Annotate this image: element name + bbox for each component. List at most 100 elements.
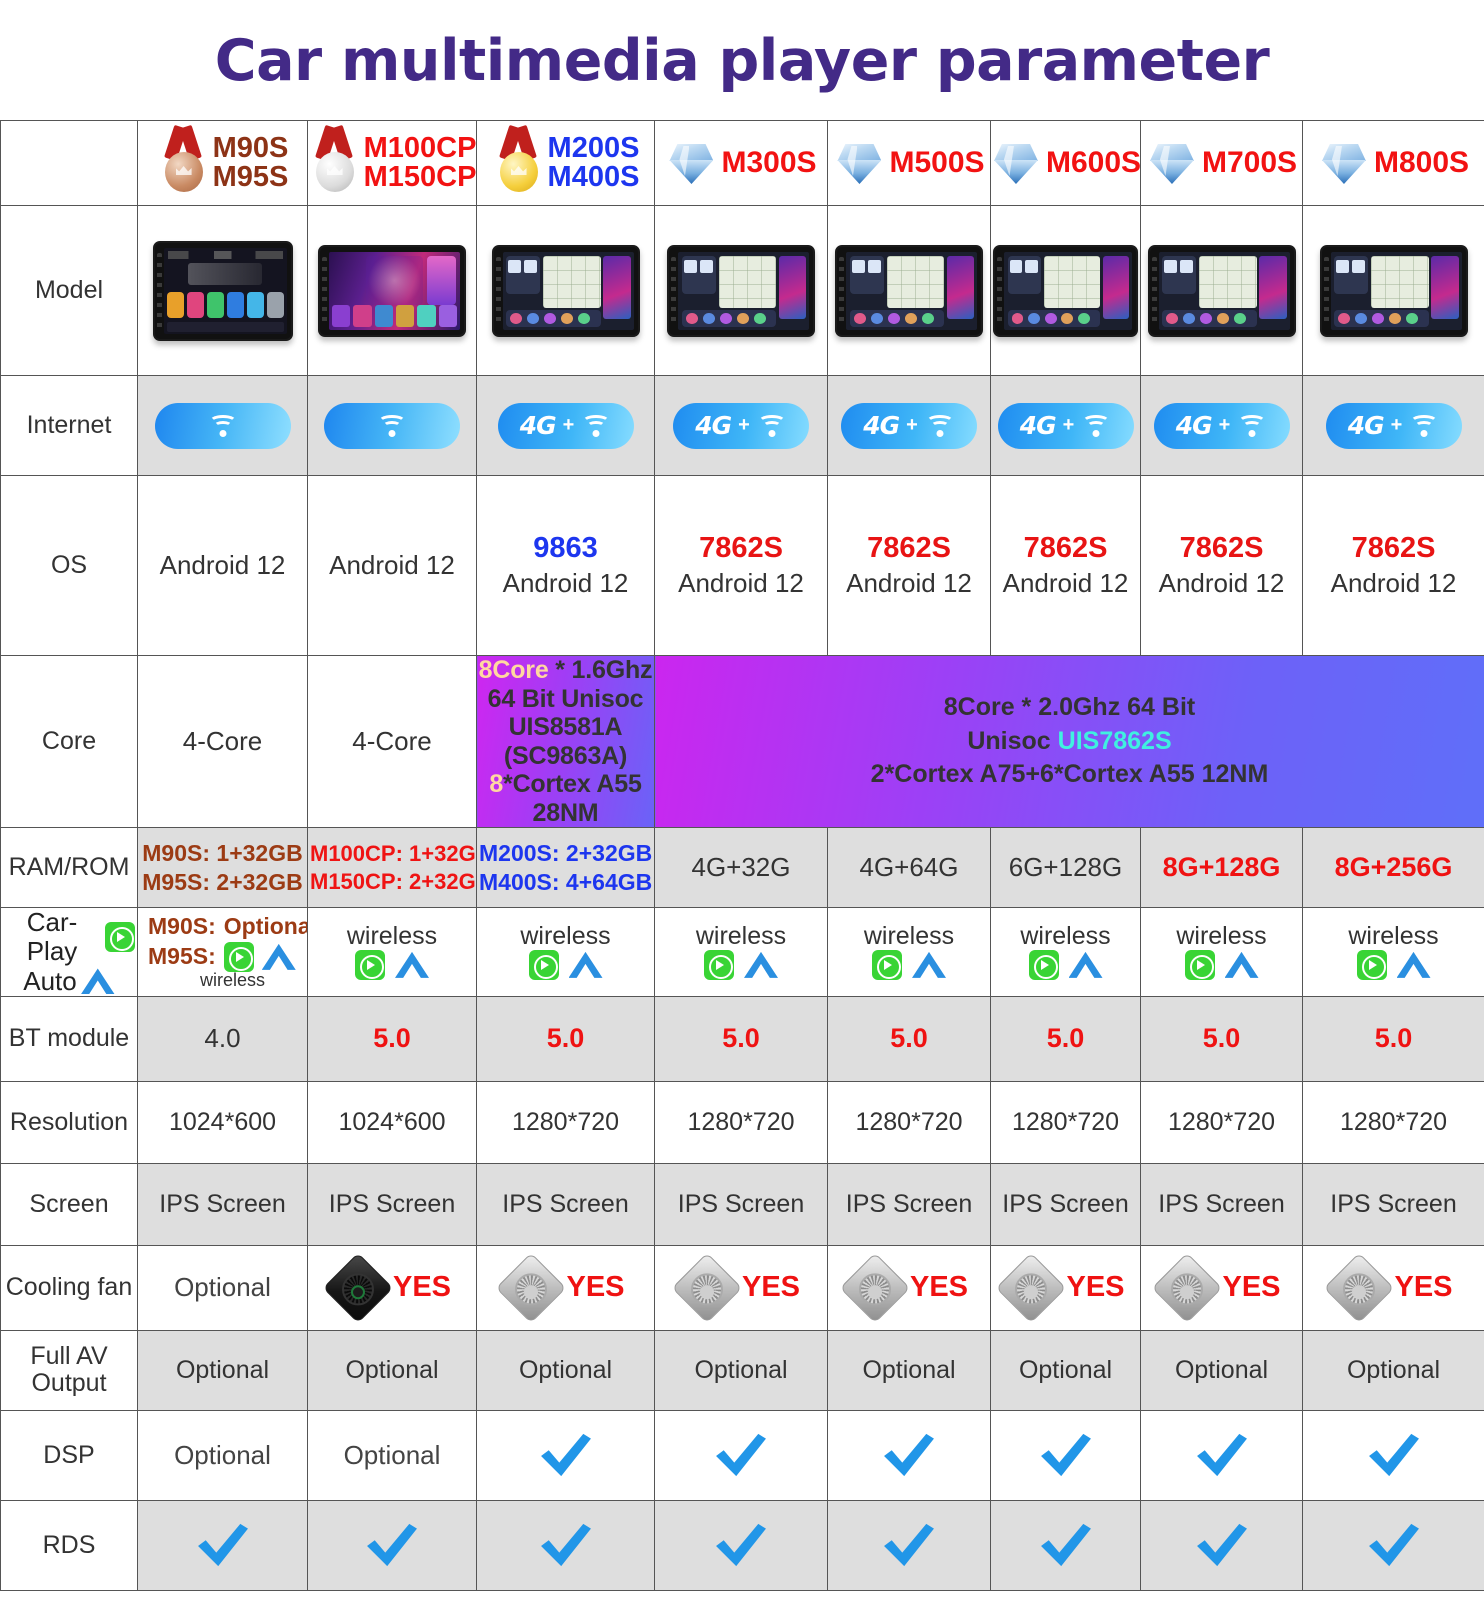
check-icon [716,1524,766,1567]
column-header-label: M800S [1373,146,1470,179]
bt-cell-m200s: 5.0 [476,995,655,1082]
bt-cell-m500s: 5.0 [827,995,991,1082]
ram-cell-m100cp: M100CP: 1+32GB M150CP: 2+32GB [307,827,477,908]
column-header-label: M300S [721,146,817,179]
check-icon [1196,1524,1247,1567]
ram-cell-m500s: 4G+64G [827,827,991,908]
device-screenshot [835,244,983,337]
column-header-label: M150CP [363,161,477,193]
fan-cell-m200s: YES [476,1244,655,1331]
resolution-cell-m600s: 1280*720 [990,1080,1141,1164]
row-label-dsp: DSP [0,1409,138,1501]
ram-cell-m700s: 8G+128G [1140,827,1303,908]
ram-cell-m600s: 6G+128G [990,827,1141,908]
device-screenshot [993,244,1138,337]
carplay-cell-m200s: wireless [476,907,655,997]
internet-cell-m300s: 4G + [654,375,828,476]
dsp-cell-m500s [827,1409,991,1501]
internet-cell-m100cp [307,375,477,476]
header-corner-cell [0,120,138,206]
table-row-cooling-fan: Cooling fan Optional YES YES YES YES YES [0,1244,1484,1331]
cooling-fan-icon [1152,1252,1223,1324]
table-row-dsp: DSP Optional Optional [0,1409,1484,1501]
column-header-m800s: M800S [1302,120,1484,206]
diamond-icon [1318,140,1370,186]
rds-cell-m100cp [307,1499,477,1591]
ram-cell-m300s: 4G+32G [654,827,828,908]
carplay-icon [355,949,385,980]
bt-cell-m600s: 5.0 [990,995,1141,1082]
rds-cell-m200s [476,1499,655,1591]
check-icon [367,1524,417,1567]
column-header-label: M600S [1045,146,1141,179]
device-screenshot [318,244,466,337]
check-icon [540,1434,591,1477]
carplay-cell-m90s: M90S: Optional M95S: wireless [137,907,308,997]
fan-cell-m600s: YES [990,1244,1141,1331]
core-cell-merged-7862s: 8Core * 2.0Ghz 64 Bit Unisoc UIS7862S 2*… [654,655,1484,828]
4g-wifi-badge: 4G + [1153,402,1290,449]
4g-wifi-badge: 4G + [1325,402,1462,449]
fan-cell-m100cp: YES [307,1244,477,1331]
os-cell-m200s: 9863 Android 12 [476,475,655,656]
table-row-resolution: Resolution 1024*600 1024*600 1280*720 12… [0,1080,1484,1164]
av-cell-m200s: Optional [476,1329,655,1411]
check-icon [1368,1434,1419,1477]
medal-bronze-icon [157,124,209,194]
screen-cell-m90s: IPS Screen [137,1162,308,1246]
av-cell-m700s: Optional [1140,1329,1303,1411]
row-label-rds: RDS [0,1499,138,1591]
av-cell-m90s: Optional [137,1329,308,1411]
column-header-label: M200S [547,132,640,164]
internet-cell-m90s [137,375,308,476]
carplay-cell-m700s: wireless [1140,907,1303,997]
model-image-m90s [137,205,308,376]
row-label-carplay-auto: Car-Play Auto [0,907,138,997]
row-label-bt-module: BT module [0,995,138,1082]
cooling-fan-icon [496,1252,567,1324]
screen-cell-m600s: IPS Screen [990,1162,1141,1246]
av-cell-m800s: Optional [1302,1329,1484,1411]
resolution-cell-m100cp: 1024*600 [307,1080,477,1164]
core-cell-m100cp: 4-Core [307,655,477,828]
dsp-cell-m300s [654,1409,828,1501]
cooling-fan-icon [671,1252,743,1324]
soc-chip-label: 7862S [867,532,951,565]
carplay-icon [528,949,559,980]
screen-cell-m300s: IPS Screen [654,1162,828,1246]
diamond-icon [833,140,885,186]
soc-chip-label: 7862S [1023,532,1108,565]
table-row-carplay-auto: Car-Play Auto M90S: Optional M95S: wi [0,907,1484,997]
rds-cell-m600s [990,1499,1141,1591]
soc-chip-label: 7862S [1179,532,1264,565]
resolution-cell-m90s: 1024*600 [137,1080,308,1164]
column-header-label: M95S [212,161,289,193]
4g-wifi-badge: 4G + [841,402,977,449]
rds-cell-m500s [827,1499,991,1591]
bt-cell-m90s: 4.0 [137,995,308,1082]
check-icon [540,1524,591,1567]
fan-cell-m700s: YES [1140,1244,1303,1331]
table-row-internet: Internet 4G + [0,375,1484,476]
wifi-icon [757,414,787,437]
check-icon [884,1524,934,1567]
resolution-cell-m700s: 1280*720 [1140,1080,1303,1164]
table-row-bt-module: BT module 4.0 5.0 5.0 5.0 5.0 5.0 5.0 5.… [0,995,1484,1082]
wifi-icon [208,414,238,437]
device-screenshot [491,244,640,337]
carplay-cell-m300s: wireless [654,907,828,997]
resolution-cell-m200s: 1280*720 [476,1080,655,1164]
bt-cell-m800s: 5.0 [1302,995,1484,1082]
carplay-cell-m600s: wireless [990,907,1141,997]
plus-label: + [1062,414,1075,436]
plus-label: + [1218,414,1231,436]
model-image-m700s [1140,205,1303,376]
internet-cell-m600s: 4G + [990,375,1141,476]
carplay-icon [704,949,734,980]
row-label-full-av-output: Full AV Output [0,1329,138,1411]
device-screenshot [667,244,815,337]
os-cell-m700s: 7862S Android 12 [1140,475,1303,656]
soc-name-label: UIS7862S [1057,726,1172,755]
column-header-m90s: M90S M95S [137,120,308,206]
